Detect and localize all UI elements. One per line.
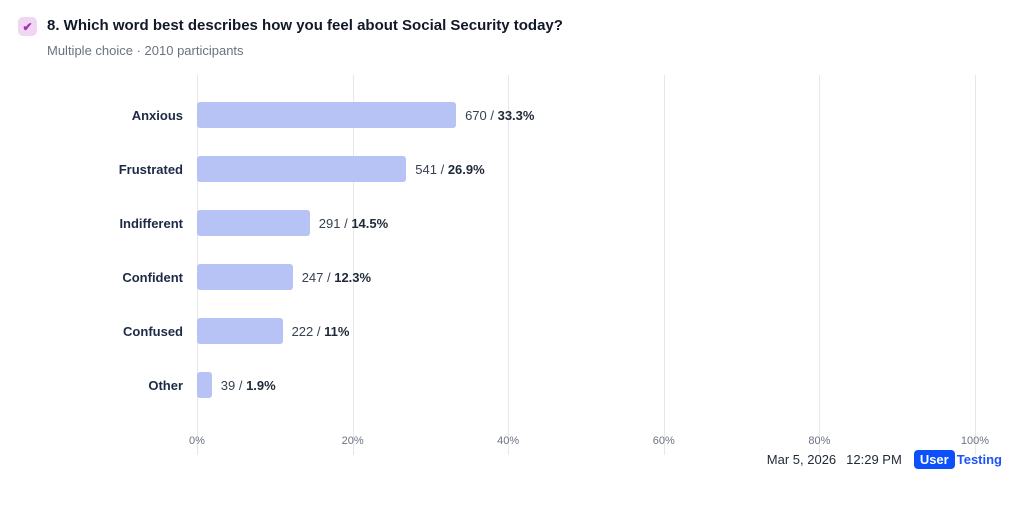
percent-value: 11%	[324, 323, 350, 339]
percent-value: 33.3%	[497, 107, 535, 123]
category-label: Frustrated	[118, 161, 183, 177]
bar-row: Frustrated 541 / 26.9%	[119, 142, 975, 196]
bar	[197, 210, 310, 236]
question-title: 8. Which word best describes how you fee…	[47, 17, 563, 34]
category-label: Confident	[122, 269, 183, 285]
axis-tick: 40%	[497, 435, 520, 447]
gridline	[663, 75, 665, 455]
count-value: 541 /	[415, 161, 448, 177]
question-header-text: 8. Which word best describes how you fee…	[47, 16, 563, 58]
count-value: 247 /	[301, 269, 335, 285]
category-label: Indifferent	[119, 215, 183, 231]
time-label: 12:29 PM	[846, 452, 902, 467]
percent-value: 1.9%	[246, 377, 276, 393]
bar	[197, 264, 293, 290]
count-value: 39 /	[220, 377, 247, 393]
gridline	[819, 75, 821, 455]
axis-tick: 100%	[960, 435, 990, 447]
logo-user-badge: User	[913, 450, 955, 469]
bar-row: Other 39 / 1.9%	[148, 358, 975, 412]
gridline	[508, 75, 510, 455]
date-label: Mar 5, 2026	[766, 452, 837, 467]
logo-testing-text: Testing	[956, 452, 1002, 467]
bar-row: Confused 222 / 11%	[123, 304, 975, 358]
bar-row: Confident 247 / 12.3%	[122, 250, 975, 304]
bar-row: Indifferent 291 / 14.5%	[119, 196, 975, 250]
value-label: 222 / 11%	[292, 324, 350, 339]
x-axis: 0% 20% 40% 60% 80% 100%	[189, 429, 989, 455]
value-label: 670 / 33.3%	[465, 108, 534, 123]
bar-row: Anxious 670 / 33.3%	[132, 88, 975, 142]
axis-tick: 20%	[341, 435, 364, 447]
count-value: 291 /	[318, 215, 352, 231]
plot-area: Anxious 670 / 33.3% Frustrated 541 / 26.…	[119, 75, 989, 455]
bar	[197, 372, 212, 398]
bar-chart: Anxious 670 / 33.3% Frustrated 541 / 26.…	[0, 75, 1024, 455]
value-label: 247 / 12.3%	[302, 270, 371, 285]
gridline	[975, 75, 976, 455]
category-label: Anxious	[131, 107, 183, 123]
count-value: 222 /	[291, 323, 325, 339]
percent-value: 26.9%	[447, 161, 485, 177]
bar	[197, 156, 407, 182]
bar-rows: Anxious 670 / 33.3% Frustrated 541 / 26.…	[119, 75, 975, 425]
axis-tick: 0%	[189, 435, 205, 447]
check-icon: ✔	[18, 17, 37, 36]
axis-tick: 80%	[808, 435, 831, 447]
report-footer: Mar 5, 2026 12:29 PM User Testing	[767, 450, 1002, 469]
bar	[197, 102, 457, 128]
value-label: 39 / 1.9%	[221, 378, 276, 393]
gridline	[352, 75, 354, 455]
bar	[197, 318, 283, 344]
category-label: Confused	[123, 323, 183, 339]
question-meta: Multiple choice · 2010 participants	[47, 42, 244, 58]
count-value: 670 /	[465, 107, 498, 123]
usertesting-logo: User Testing	[913, 450, 1002, 469]
percent-value: 14.5%	[351, 215, 389, 231]
percent-value: 12.3%	[334, 269, 372, 285]
category-label: Other	[148, 377, 183, 393]
axis-tick: 60%	[652, 435, 675, 447]
timestamp: Mar 5, 2026 12:29 PM	[767, 452, 902, 467]
value-label: 541 / 26.9%	[415, 162, 484, 177]
value-label: 291 / 14.5%	[319, 216, 388, 231]
question-header: ✔ 8. Which word best describes how you f…	[0, 0, 1024, 58]
